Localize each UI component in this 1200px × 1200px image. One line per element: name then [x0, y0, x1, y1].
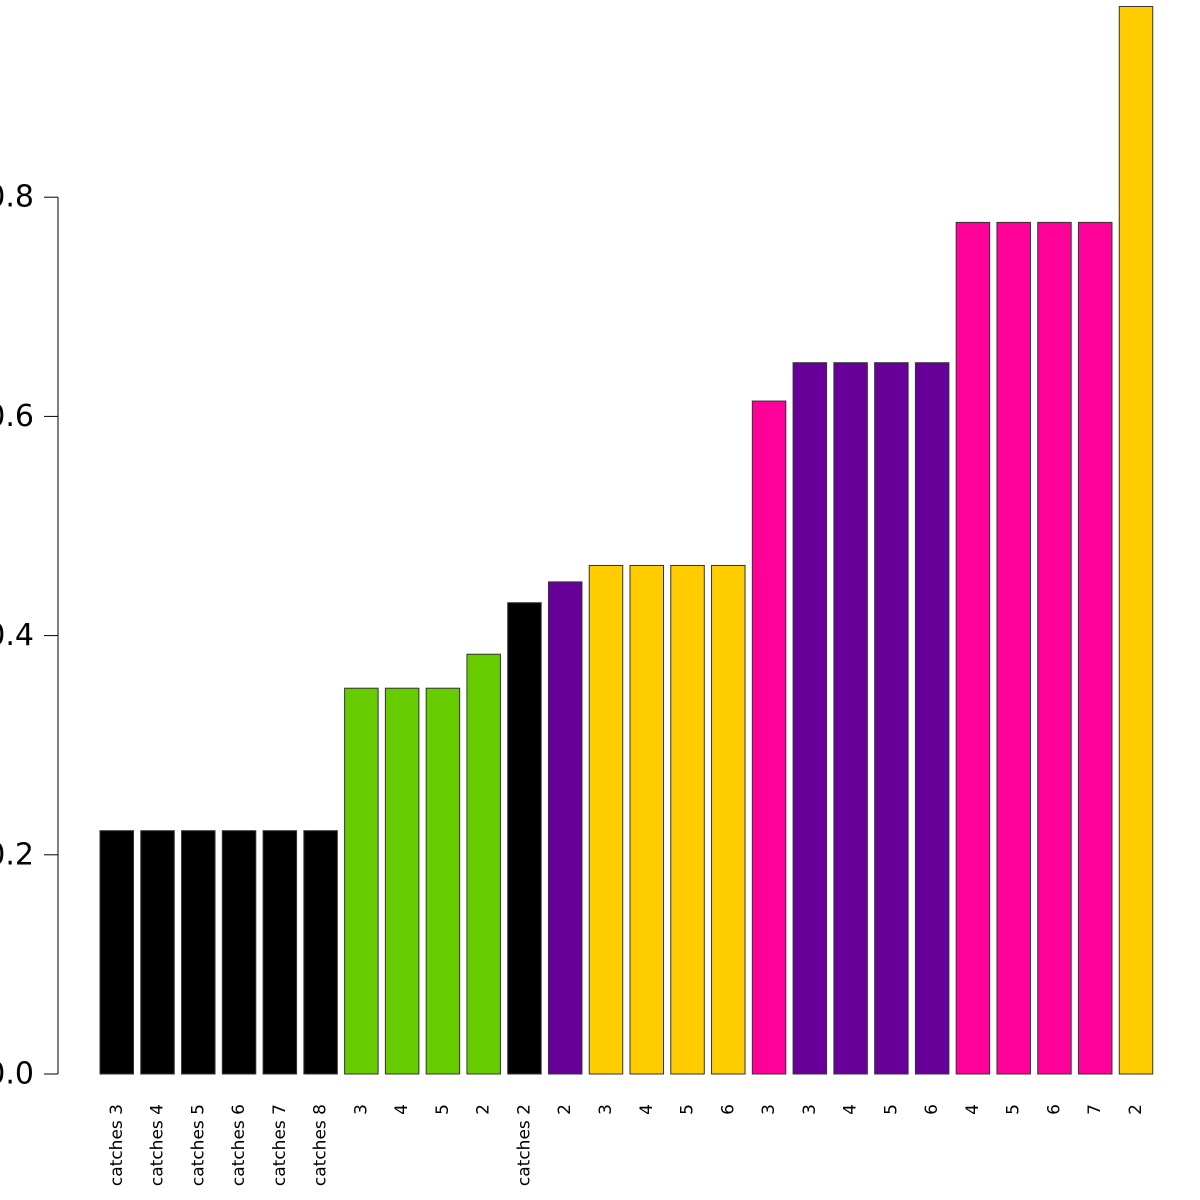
- x-tick-label: 2: [474, 1104, 494, 1115]
- x-tick-label: 5: [678, 1104, 698, 1115]
- bar: [507, 602, 542, 1075]
- bar: [914, 362, 950, 1075]
- bar: [262, 830, 298, 1075]
- bar: [1077, 221, 1113, 1075]
- x-tick-label: 7: [1085, 1104, 1105, 1115]
- y-tick-label: 0.8: [0, 180, 34, 215]
- x-tick-label: 4: [392, 1104, 412, 1115]
- x-tick-label: 3: [759, 1104, 779, 1115]
- x-tick-label: catches 7: [270, 1104, 290, 1186]
- bar: [792, 362, 828, 1075]
- bar: [303, 830, 338, 1075]
- bar: [588, 564, 624, 1075]
- x-tick-label: 3: [596, 1104, 616, 1115]
- x-tick-label: 3: [800, 1104, 820, 1115]
- x-tick-label: 6: [718, 1104, 738, 1115]
- bar: [711, 564, 746, 1075]
- x-tick-label: 4: [637, 1104, 657, 1115]
- y-tick-label: 0.0: [0, 1057, 34, 1092]
- bar: [547, 581, 583, 1075]
- x-tick-labels: catches 3 catches 4 catches 5 catches 6 catc…: [107, 1104, 1146, 1186]
- x-tick-label: catches 4: [148, 1104, 168, 1186]
- x-tick-label: 5: [881, 1104, 901, 1115]
- bar: [384, 687, 420, 1075]
- bar: [140, 830, 175, 1075]
- bar: [629, 564, 665, 1075]
- bar: [181, 830, 216, 1075]
- bar: [955, 221, 991, 1075]
- y-tick-label: 0.6: [0, 399, 34, 434]
- x-tick-label: 4: [963, 1104, 983, 1115]
- bar: [833, 362, 868, 1075]
- bar: [996, 221, 1031, 1075]
- x-tick-label: 4: [841, 1104, 861, 1115]
- y-tick-label: 0.4: [0, 618, 34, 653]
- bar: [344, 687, 379, 1075]
- y-axis: 0.0 0.2 0.4 0.6 0.8: [0, 180, 59, 1092]
- bar: [670, 564, 705, 1075]
- x-tick-label: catches 5: [188, 1104, 208, 1186]
- x-tick-label: 6: [1044, 1104, 1064, 1115]
- y-tick-label: 0.2: [0, 837, 34, 872]
- x-tick-label: 5: [433, 1104, 453, 1115]
- bar: [221, 830, 257, 1075]
- bars-group: [99, 5, 1154, 1075]
- bar: [425, 687, 461, 1075]
- x-tick-label: catches 8: [311, 1104, 331, 1186]
- x-tick-label: catches 6: [229, 1104, 249, 1186]
- x-tick-label: 2: [555, 1104, 575, 1115]
- x-tick-label: 3: [351, 1104, 371, 1115]
- bar: [751, 400, 787, 1075]
- x-tick-label: catches 2: [514, 1104, 534, 1186]
- bar: [1037, 221, 1072, 1075]
- x-tick-label: catches 3: [107, 1104, 127, 1186]
- bar: [99, 830, 134, 1075]
- x-tick-label: 2: [1126, 1104, 1146, 1115]
- x-tick-label: 6: [922, 1104, 942, 1115]
- x-tick-label: 5: [1004, 1104, 1024, 1115]
- bar: [874, 362, 909, 1075]
- bar: [1118, 5, 1154, 1075]
- bar: [466, 653, 501, 1075]
